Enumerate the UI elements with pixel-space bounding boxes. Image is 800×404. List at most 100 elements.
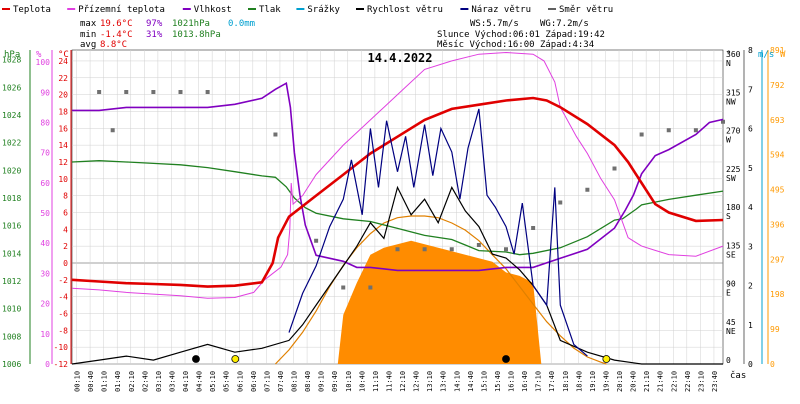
info-block: WS:5.7m/s WG:7.2m/s Slunce Východ:06:01 … (437, 19, 605, 50)
humidity-tick-label: 40 (40, 239, 50, 248)
x-tick-label: 08:10 (291, 371, 299, 392)
chart-title: 14.4.2022 (367, 51, 432, 65)
direction-tick-label: N (726, 59, 731, 68)
x-tick-label: 12:40 (413, 371, 421, 392)
direction-tick-label: NE (726, 327, 736, 336)
wind-direction-marker (693, 128, 698, 133)
humidity-line (72, 81, 724, 272)
wind-direction-marker (395, 247, 400, 252)
stats-max-label: max (80, 19, 97, 29)
axis-unit-cas: čas (730, 370, 746, 381)
temperature-tick-label: 16 (58, 124, 68, 133)
x-tick-label: 11:10 (372, 371, 380, 392)
wind-tick-label: 6 (748, 125, 753, 134)
temperature-tick-label: 14 (58, 141, 68, 150)
temperature-tick-label: 6 (63, 208, 68, 217)
x-tick-label: 04:10 (182, 371, 190, 392)
stats-max-temp: 19.6°C (100, 19, 133, 29)
x-tick-label: 16:40 (521, 371, 529, 392)
x-tick-label: 01:40 (114, 371, 122, 392)
temperature-tick-label: -10 (54, 343, 69, 352)
wind-direction-marker (97, 90, 102, 94)
solar-tick-label: 594 (770, 151, 785, 160)
pressure-tick-label: 1016 (2, 222, 21, 231)
legend-label-teplota: Teplota (13, 5, 51, 15)
humidity-tick-label: 20 (40, 300, 50, 309)
x-tick-label: 22:10 (670, 371, 678, 392)
x-tick-label: 06:10 (236, 371, 244, 392)
wind-direction-marker (422, 247, 427, 252)
x-tick-label: 12:10 (399, 371, 407, 392)
stats-block: max 19.6°C 97% 1021hPa 0.0mm min -1.4°C … (80, 19, 255, 50)
stats-min-temp: -1.4°C (100, 30, 133, 40)
x-tick-label: 21:10 (643, 371, 651, 392)
x-tick-label: 15:10 (480, 371, 488, 392)
stats-min-label: min (80, 30, 96, 40)
wind-direction-marker (273, 132, 278, 137)
wind-direction-marker (178, 90, 183, 94)
legend-label-rychlost: Rychlost větru (367, 5, 443, 15)
temperature-tick-label: -6 (58, 309, 68, 318)
solar-tick-label: 297 (770, 255, 785, 264)
legend-label-smer: Směr větru (559, 5, 613, 15)
stats-min-hum: 31% (146, 30, 163, 40)
wind-direction-marker (612, 166, 617, 171)
stats-max-rain: 0.0mm (228, 19, 255, 29)
wind-tick-label: 4 (748, 203, 753, 212)
temperature-tick-label: -4 (58, 293, 68, 302)
x-tick-label: 09:40 (331, 371, 339, 392)
solar-tick-label: 891 (770, 46, 785, 55)
pressure-line (71, 160, 724, 256)
humidity-tick-label: 90 (40, 88, 50, 97)
sunset-marker (602, 355, 611, 363)
pressure-tick-label: 1006 (2, 360, 21, 369)
x-tick-label: 03:10 (155, 371, 163, 392)
pressure-tick-label: 1026 (2, 83, 21, 92)
direction-tick-label: SW (726, 174, 736, 183)
temperature-tick-label: 2 (63, 242, 68, 251)
x-tick-label: 08:40 (304, 371, 312, 392)
stats-avg-temp: 8.8°C (100, 40, 127, 50)
wind-direction-marker (368, 285, 373, 290)
pressure-tick-label: 1018 (2, 194, 21, 203)
humidity-tick-label: 70 (40, 149, 50, 158)
wind-direction-marker (124, 90, 129, 94)
temperature-tick-label: 20 (58, 91, 68, 100)
grid-layer (71, 49, 724, 365)
axis-unit-hpa: hPa (4, 50, 20, 60)
info-moon: Měsíc Východ:16:00 Západ:4:34 (437, 40, 594, 50)
axis-unit-pct: % (36, 50, 42, 60)
wind-direction-marker (585, 187, 590, 192)
x-tick-label: 09:10 (318, 371, 326, 392)
humidity-tick-label: 100 (36, 58, 51, 67)
radiation-area (337, 240, 542, 364)
legend: Teplota Přízemní teplota Vlhkost Tlak Srážky… (2, 5, 613, 15)
temperature-tick-label: -2 (58, 276, 68, 285)
x-tick-label: 02:10 (128, 371, 136, 392)
wind-tick-label: 5 (748, 164, 753, 173)
wind-tick-label: 3 (748, 242, 753, 251)
legend-label-prizemni: Přízemní teplota (78, 5, 165, 15)
legend-label-tlak: Tlak (259, 5, 281, 15)
temperature-tick-label: 0 (63, 259, 68, 268)
pressure-tick-label: 1020 (2, 166, 21, 175)
legend-label-vlhkost: Vlhkost (194, 5, 232, 15)
info-ws: WS:5.7m/s (470, 19, 519, 29)
pressure-tick-label: 1012 (2, 277, 21, 286)
direction-tick-label: NW (726, 97, 736, 106)
pressure-tick-label: 1028 (2, 56, 21, 65)
x-tick-label: 07:10 (263, 371, 271, 392)
humidity-tick-label: 80 (40, 118, 50, 127)
direction-tick-label: 45 (726, 318, 736, 327)
wind-tick-label: 8 (748, 46, 753, 55)
direction-tick-label: 180 (726, 203, 741, 212)
stats-max-press: 1021hPa (172, 19, 210, 29)
wind-tick-label: 7 (748, 85, 753, 94)
x-tick-label: 13:40 (440, 371, 448, 392)
x-tick-label: 20:40 (630, 371, 638, 392)
wind-gust-line (288, 108, 588, 357)
temperature-tick-label: 12 (58, 158, 68, 167)
x-tick-label: 23:40 (711, 371, 719, 392)
humidity-tick-label: 50 (40, 209, 50, 218)
